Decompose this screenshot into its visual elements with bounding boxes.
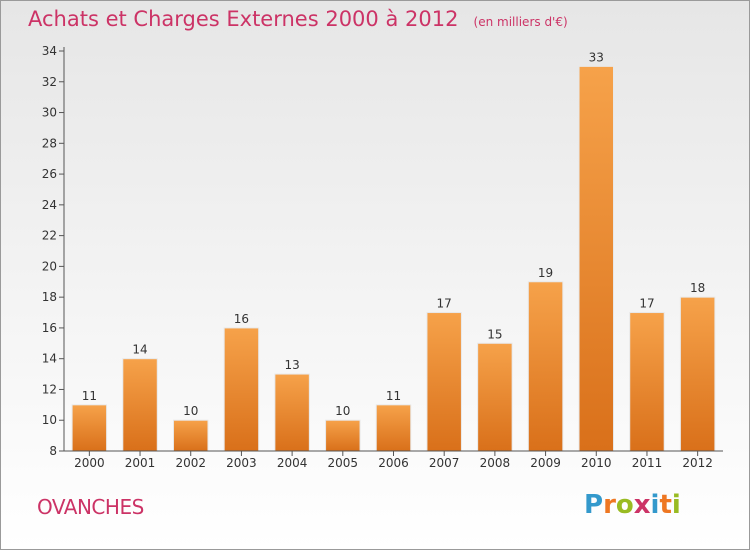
data-label: 11	[82, 389, 97, 403]
bar	[122, 358, 158, 452]
bar	[477, 342, 513, 452]
data-label: 15	[487, 327, 502, 341]
data-label: 33	[589, 50, 604, 64]
x-tick-label: 2009	[530, 456, 561, 470]
y-tick-label: 32	[42, 75, 57, 89]
x-tick-label: 2003	[226, 456, 257, 470]
y-axis: 8 10 12 14 16 18 20 22 24 26 28 30 32 34	[42, 44, 65, 458]
proxiti-logo: Proxiti	[584, 490, 681, 520]
x-tick-label: 2011	[632, 456, 663, 470]
bar	[679, 296, 716, 452]
logo-letter: P	[584, 490, 604, 520]
bar	[629, 312, 665, 452]
chart-title: Achats et Charges Externes 2000 à 2012	[28, 7, 459, 31]
x-tick-label: 2002	[175, 456, 206, 470]
data-label: 19	[538, 266, 553, 280]
bar	[223, 327, 260, 452]
bar	[274, 373, 310, 452]
logo-letter: t	[659, 490, 672, 520]
y-tick-label: 34	[42, 44, 57, 58]
location-name: OVANCHES	[37, 495, 144, 519]
y-tick-label: 22	[42, 229, 57, 243]
y-tick-label: 30	[42, 106, 57, 120]
y-tick-label: 26	[42, 167, 57, 181]
x-tick-label: 2006	[378, 456, 409, 470]
chart-subtitle: (en milliers d'€)	[473, 15, 568, 29]
x-tick-label: 2000	[74, 456, 105, 470]
logo-letter: o	[615, 490, 634, 520]
logo-letter: i	[650, 490, 660, 520]
x-axis: 2000 2001 2002 2003 2004 2005 2006 2007 2008 2009…	[64, 450, 723, 470]
data-label: 18	[690, 281, 705, 295]
x-tick-label: 2008	[480, 456, 511, 470]
data-label: 17	[437, 297, 452, 311]
logo-letter: r	[603, 490, 616, 520]
x-tick-label: 2004	[277, 456, 308, 470]
y-tick-label: 16	[42, 321, 57, 335]
y-tick-label: 10	[42, 413, 57, 427]
bar	[172, 419, 209, 452]
bar	[578, 65, 615, 452]
y-tick-label: 24	[42, 198, 57, 212]
data-label: 10	[335, 404, 350, 418]
bars: 11 14 10 16 13 10 11 17 15 19 33 17 18	[71, 50, 716, 452]
x-tick-label: 2001	[125, 456, 156, 470]
data-label: 16	[234, 312, 249, 326]
chart-title-block: Achats et Charges Externes 2000 à 2012 (…	[28, 7, 568, 31]
bar	[375, 404, 412, 452]
data-label: 17	[639, 297, 654, 311]
bar	[426, 312, 462, 452]
data-label: 10	[183, 404, 198, 418]
data-label: 14	[132, 343, 147, 357]
logo-letter: x	[633, 490, 651, 520]
y-tick-label: 20	[42, 259, 57, 273]
y-tick-label: 14	[42, 352, 57, 366]
x-tick-label: 2012	[682, 456, 713, 470]
x-tick-label: 2005	[328, 456, 359, 470]
y-tick-label: 18	[42, 290, 57, 304]
logo-letter: i	[671, 490, 681, 520]
bar	[527, 281, 564, 452]
y-tick-label: 8	[49, 444, 57, 458]
bar	[325, 419, 361, 452]
y-tick-label: 28	[42, 136, 57, 150]
data-label: 13	[284, 358, 299, 372]
y-tick-label: 12	[42, 382, 57, 396]
x-tick-label: 2010	[581, 456, 612, 470]
data-label: 11	[386, 389, 401, 403]
x-tick-label: 2007	[429, 456, 460, 470]
bar	[71, 404, 108, 452]
